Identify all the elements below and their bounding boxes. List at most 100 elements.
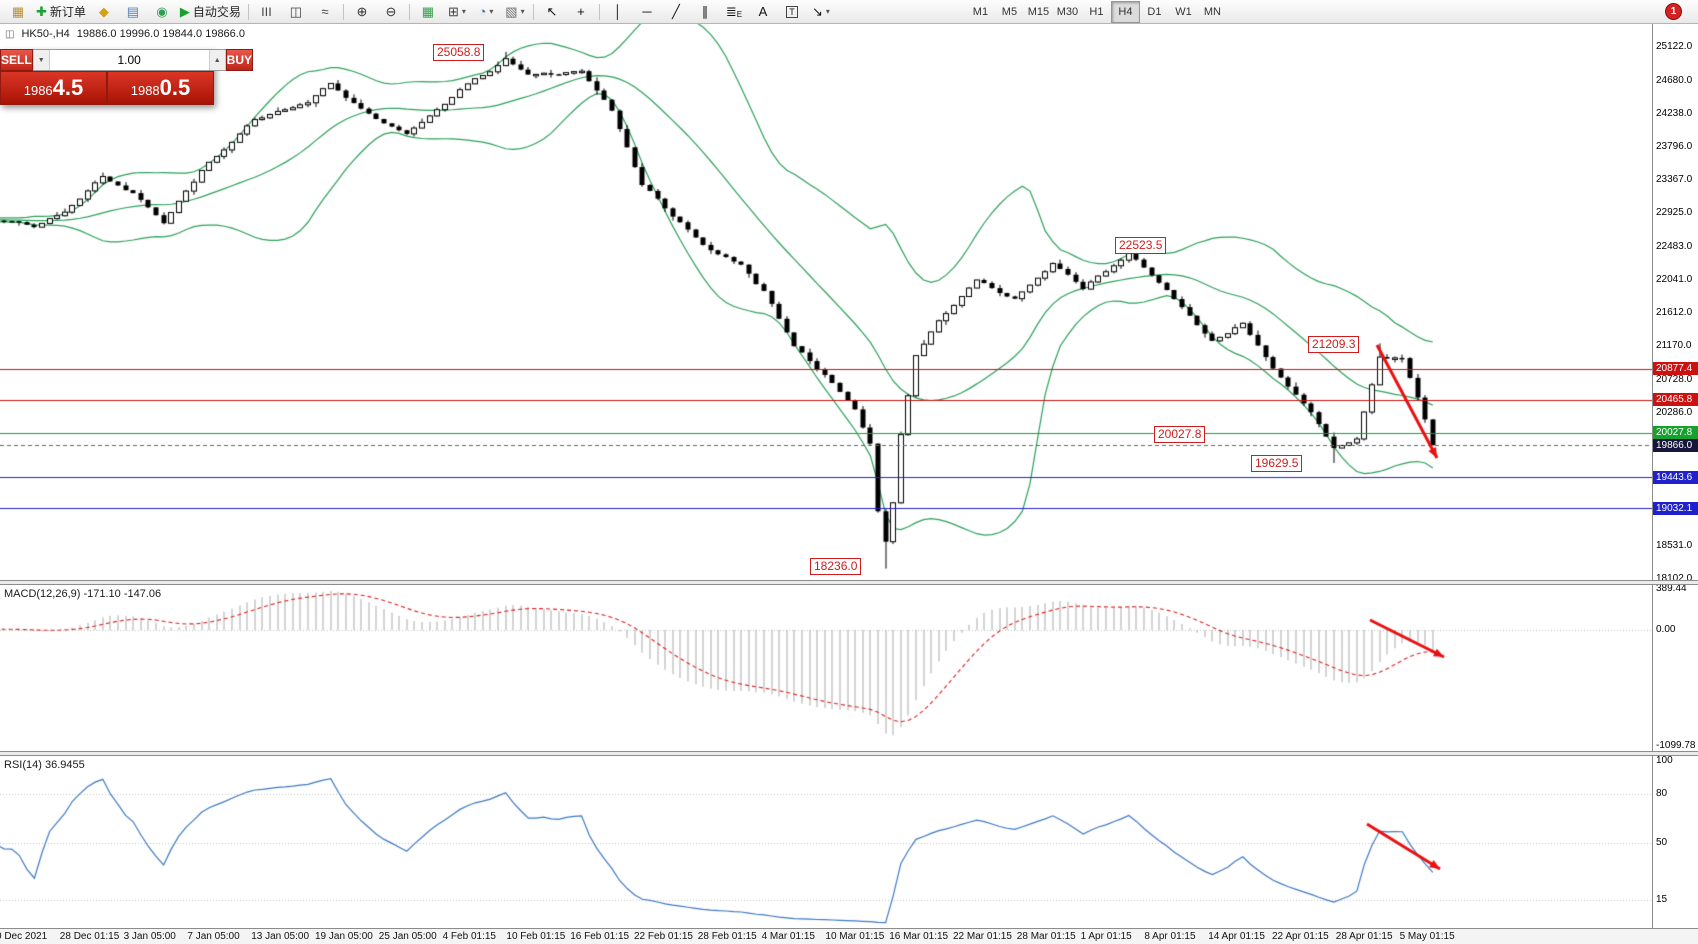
channel-icon-glyph: ∥ bbox=[701, 4, 709, 19]
macd-axis-label: 0.00 bbox=[1656, 624, 1676, 635]
timeframe-button-mn[interactable]: MN bbox=[1203, 5, 1221, 18]
price-annotation[interactable]: 21209.3 bbox=[1308, 336, 1360, 353]
new-chart-icon[interactable]: ⊞ ▾ bbox=[443, 1, 471, 23]
vertical-line-icon[interactable]: │ bbox=[604, 1, 632, 23]
price-annotation[interactable]: 25058.8 bbox=[433, 44, 485, 61]
channel-icon[interactable]: ∥ bbox=[691, 1, 719, 23]
time-axis-label: 13 Jan 05:00 bbox=[251, 931, 310, 942]
time-axis-label: 22 Mar 01:15 bbox=[953, 931, 1012, 942]
price-axis-label: 21612.0 bbox=[1656, 306, 1693, 318]
candlestick-chart-icon[interactable]: ◫ bbox=[282, 1, 310, 23]
buy-button[interactable]: BUY bbox=[225, 49, 254, 71]
price-axis-label: 23796.0 bbox=[1656, 141, 1693, 153]
price-axis-label: 20728.0 bbox=[1656, 373, 1693, 385]
macd-axis-label: 389.44 bbox=[1656, 582, 1687, 594]
toolbar-separator bbox=[598, 3, 600, 20]
price-axis-label: 25122.0 bbox=[1656, 41, 1693, 53]
macd-panel-canvas[interactable] bbox=[0, 585, 1652, 751]
notification-badge[interactable]: 1 bbox=[1665, 3, 1682, 20]
cursor-icon[interactable]: ↖ bbox=[538, 1, 566, 23]
autotrading-button[interactable]: ▶ 自动交易 bbox=[177, 1, 244, 23]
time-axis-label: 8 Apr 01:15 bbox=[1144, 931, 1196, 942]
quantity-input[interactable] bbox=[49, 50, 209, 70]
price-axis-border bbox=[1652, 24, 1653, 928]
zoom-out-icon[interactable]: ⊖ bbox=[377, 1, 405, 23]
price-annotation[interactable]: 19629.5 bbox=[1251, 455, 1303, 472]
trendline-icon[interactable]: ╱ bbox=[662, 1, 690, 23]
timeframe-button-m30[interactable]: M30 bbox=[1056, 5, 1079, 18]
sell-button[interactable]: SELL bbox=[0, 49, 33, 71]
arrows-icon[interactable]: ↘ ▾ bbox=[807, 1, 835, 23]
timeframe-button-h4[interactable]: H4 bbox=[1110, 0, 1140, 23]
time-axis-label: 25 Jan 05:00 bbox=[378, 931, 437, 942]
rsi-panel-canvas[interactable] bbox=[0, 756, 1652, 926]
time-axis-label: 16 Mar 01:15 bbox=[889, 931, 949, 942]
period-icon[interactable]: ◔ ▾ bbox=[472, 1, 500, 23]
market-watch-icon[interactable]: ▤ bbox=[119, 1, 147, 23]
text-label-icon-glyph: T bbox=[786, 5, 798, 18]
crosshair-icon[interactable]: + bbox=[567, 1, 595, 23]
zoom-in-icon-glyph: ⊕ bbox=[356, 4, 368, 19]
new-order-button-label: 新订单 bbox=[49, 5, 86, 19]
timeframe-button-m15[interactable]: M15 bbox=[1027, 5, 1050, 18]
rsi-label: RSI(14) 36.9455 bbox=[4, 759, 85, 771]
price-axis-label: 24238.0 bbox=[1656, 108, 1693, 119]
fibonacci-icon[interactable]: ≣ E bbox=[720, 1, 748, 23]
rsi-axis-label: 80 bbox=[1656, 787, 1668, 799]
time-axis-label: 19 Jan 05:00 bbox=[315, 931, 373, 942]
autotrading-button-label: 自动交易 bbox=[192, 5, 241, 19]
line-chart-icon-glyph: ≈ bbox=[321, 4, 329, 19]
time-axis-label: 5 May 01:15 bbox=[1399, 931, 1455, 942]
price-line-badge: 19032.1 bbox=[1653, 501, 1698, 515]
panel-separator-macd[interactable] bbox=[0, 580, 1698, 585]
period-icon-caret: ▾ bbox=[489, 7, 494, 16]
new-chart-icon-caret: ▾ bbox=[461, 7, 466, 16]
sell-price-main: 1986 bbox=[23, 83, 53, 98]
macd-axis-label: -1099.78 bbox=[1656, 740, 1696, 751]
time-axis-label: 0 Dec 2021 bbox=[0, 931, 48, 942]
line-chart-icon[interactable]: ≈ bbox=[311, 1, 339, 23]
time-axis-label: 3 Jan 05:00 bbox=[123, 931, 176, 942]
period-icon-glyph: ◔ bbox=[478, 4, 487, 19]
sell-price-display[interactable]: 1986 4.5 bbox=[0, 71, 107, 105]
timeframe-button-w1[interactable]: W1 bbox=[1175, 5, 1192, 18]
time-axis-label: 14 Apr 01:15 bbox=[1208, 931, 1265, 942]
toolbar-separator bbox=[408, 3, 410, 20]
price-annotation[interactable]: 20027.8 bbox=[1154, 426, 1206, 443]
price-axis-label: 20286.0 bbox=[1656, 407, 1693, 419]
symbol-ohlc: 19886.0 19996.0 19844.0 19866.0 bbox=[76, 28, 245, 40]
panel-separator-rsi[interactable] bbox=[0, 751, 1698, 756]
buy-price-display[interactable]: 1988 0.5 bbox=[107, 71, 214, 105]
arrows-icon-glyph: ↘ bbox=[811, 4, 823, 19]
quantity-down-button[interactable]: ▼ bbox=[32, 50, 50, 70]
text-label-icon[interactable]: T bbox=[778, 1, 806, 23]
time-axis-label: 28 Feb 01:15 bbox=[697, 931, 757, 942]
price-annotation[interactable]: 22523.5 bbox=[1115, 237, 1167, 254]
price-axis-label: 23367.0 bbox=[1656, 173, 1693, 185]
price-annotation[interactable]: 18236.0 bbox=[810, 558, 862, 575]
horizontal-line-icon[interactable]: ─ bbox=[633, 1, 661, 23]
price-chart-canvas[interactable] bbox=[0, 24, 1652, 580]
template-icon[interactable]: ▧ ▾ bbox=[501, 1, 529, 23]
community-icon[interactable]: ◉ bbox=[148, 1, 176, 23]
price-axis-label: 18531.0 bbox=[1656, 540, 1693, 552]
time-axis-label: 28 Apr 01:15 bbox=[1335, 931, 1393, 942]
autotrading-button-glyph: ▶ bbox=[179, 4, 190, 19]
ohlc-bars-icon[interactable]: ||| bbox=[253, 1, 281, 23]
text-icon[interactable]: A bbox=[749, 1, 777, 23]
time-axis[interactable]: 0 Dec 2021 28 Dec 01:15 3 Jan 05:00 7 Jan 0… bbox=[0, 928, 1698, 944]
new-chart-icon-glyph: ⊞ bbox=[447, 4, 459, 19]
text-icon-glyph: A bbox=[758, 4, 768, 19]
timeframe-button-m1[interactable]: M1 bbox=[972, 5, 989, 18]
timeframe-button-h1[interactable]: H1 bbox=[1089, 5, 1104, 18]
rsi-axis-label: 50 bbox=[1656, 836, 1668, 848]
zoom-in-icon[interactable]: ⊕ bbox=[348, 1, 376, 23]
quantity-up-button[interactable]: ▲ bbox=[208, 50, 226, 70]
timeframe-button-d1[interactable]: D1 bbox=[1147, 5, 1162, 18]
chart-window-icon[interactable]: ▦ bbox=[4, 1, 32, 23]
timeframe-button-m5[interactable]: M5 bbox=[1001, 5, 1018, 18]
grid-icon[interactable]: ▦ bbox=[414, 1, 442, 23]
new-order-button[interactable]: ✚ 新订单 bbox=[33, 1, 89, 23]
deposit-icon[interactable]: ◆ bbox=[90, 1, 118, 23]
fibonacci-icon-glyph: ≣ bbox=[725, 4, 737, 19]
